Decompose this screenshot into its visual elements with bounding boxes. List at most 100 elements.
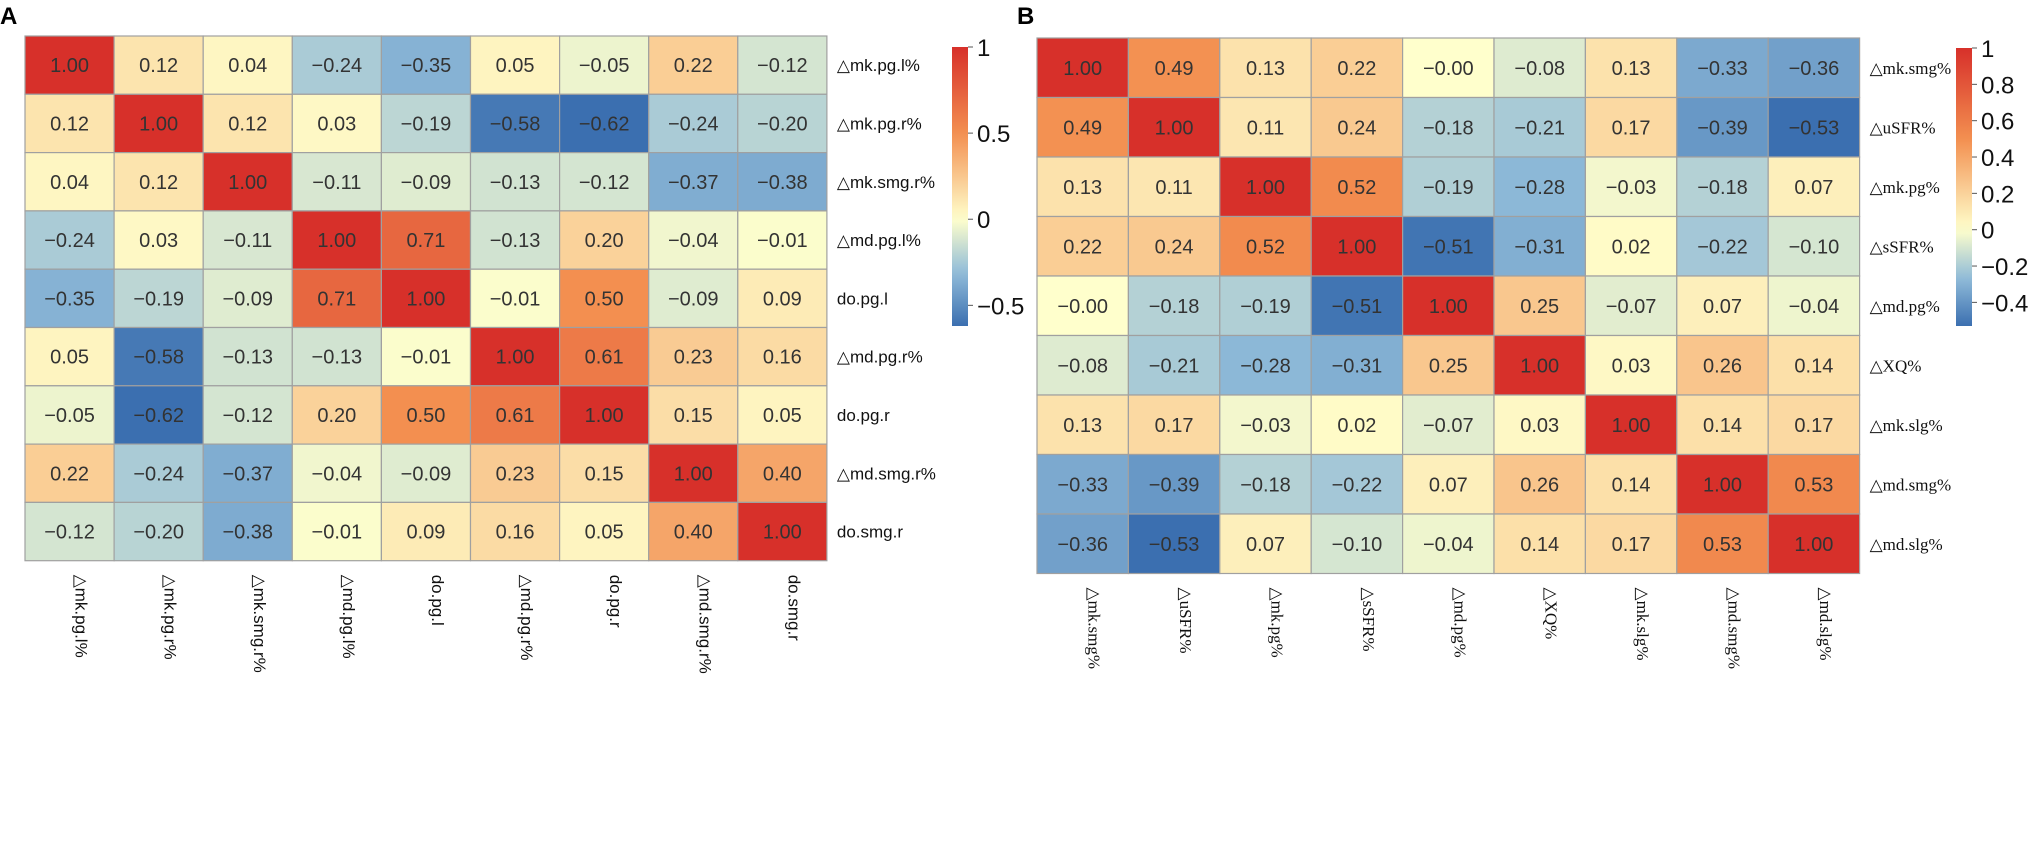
cell-value-label: 0.52 [1337,177,1376,199]
cell-value-label: 1.00 [763,522,802,544]
column-label: △mk.smg% [1085,588,1104,670]
colorbar-tick-label: 1 [1981,36,1994,63]
heatmap-cell [1584,394,1678,456]
heatmap-cell [1219,394,1312,456]
cell-value-label: −0.09 [668,288,719,310]
cell-value-label: 0.53 [1703,534,1742,556]
cell-value-label: −0.24 [668,113,719,135]
cell-value-label: −0.04 [312,463,363,485]
heatmap-cell [113,326,204,387]
heatmap-cell [1493,394,1587,456]
cell-value-label: −0.10 [1789,236,1840,258]
panel-label-b: B [1017,3,1034,30]
heatmap-cell [113,152,204,212]
cell-value-label: −0.00 [1423,58,1474,80]
cell-value-label: −0.36 [1057,534,1108,556]
heatmap-cell [202,93,293,154]
cell-value-label: −0.07 [1606,296,1657,318]
heatmap-cell [1493,513,1587,575]
cell-value-label: 1.00 [674,463,713,485]
cell-value-label: 0.12 [139,55,178,77]
heatmap-cell [1676,334,1769,396]
cell-value-label: 0.61 [496,405,535,427]
cell-value-label: 0.23 [674,347,713,369]
heatmap-cell [1767,275,1861,337]
heatmap-cell [24,268,115,329]
cell-value-label: −0.58 [133,347,184,369]
heatmap-cell [1036,334,1130,396]
cell-value-label: −0.01 [312,522,363,544]
cell-value-label: 0.05 [585,522,624,544]
cell-value-label: −0.39 [1697,117,1748,139]
heatmap-cell [469,268,561,329]
heatmap-cell [1036,215,1130,277]
column-label: △md.pg.l% [339,575,358,659]
heatmap-cell [24,501,115,562]
cell-value-label: −0.20 [757,113,808,135]
cell-value-label: 0.13 [1063,177,1102,199]
cell-value-label: 0.05 [496,55,535,77]
colorbar-tick-label: 1 [977,35,990,62]
cell-value-label: 1.00 [317,230,356,252]
column-label: △mk.pg.l% [72,575,91,658]
cell-value-label: −0.31 [1332,355,1383,377]
cell-value-label: 0.13 [1612,58,1651,80]
cell-value-label: 0.07 [1703,296,1742,318]
cell-value-label: 0.50 [406,405,445,427]
cell-value-label: 1.00 [1794,534,1833,556]
cell-value-label: 0.26 [1520,474,1559,496]
cell-value-label: 0.52 [1246,236,1285,258]
cell-value-label: 0.16 [763,347,802,369]
cell-value-label: 0.16 [496,522,535,544]
heatmap-cell [1584,275,1678,337]
cell-value-label: 0.14 [1703,415,1742,437]
row-label: △mk.pg% [1870,178,1940,197]
heatmap-cell [1767,215,1861,277]
cell-value-label: −0.18 [1149,296,1200,318]
cell-value-label: 0.17 [1612,117,1651,139]
heatmap-cell [558,385,650,445]
cell-value-label: 0.24 [1155,236,1194,258]
cell-value-label: 0.50 [585,288,624,310]
cell-value-label: −0.04 [1423,534,1474,556]
row-label: △mk.smg.r% [837,173,935,192]
heatmap-cell [1219,275,1312,337]
row-label: △mk.pg.r% [837,114,922,133]
heatmap-cell [558,93,650,154]
cell-value-label: 0.49 [1155,58,1194,80]
column-label: do.pg.l [428,575,447,626]
heatmap-cell [1676,156,1769,218]
heatmap-cell [737,268,828,329]
heatmap-cell [469,443,561,504]
column-label: △mk.pg.r% [161,575,180,660]
cell-value-label: −0.12 [579,172,630,194]
cell-value-label: −0.39 [1149,474,1200,496]
colorbar [952,47,968,326]
column-label: △md.smg.r% [695,575,714,674]
cell-value-label: 0.17 [1794,415,1833,437]
cell-value-label: −0.10 [1332,534,1383,556]
row-label: do.smg.r [837,523,903,542]
row-label: △md.smg.r% [837,464,936,483]
heatmap-cell [1676,394,1769,456]
cell-value-label: 0.40 [763,463,802,485]
cell-value-label: −0.31 [1514,236,1565,258]
colorbar-tick-label: 0 [977,207,990,234]
cell-value-label: 0.04 [50,172,89,194]
cell-value-label: 1.00 [406,288,445,310]
column-label: △md.pg% [1450,588,1469,658]
heatmap-cell [380,443,472,504]
heatmap-cell [1401,156,1495,218]
cell-value-label: −0.51 [1423,236,1474,258]
cell-value-label: 0.23 [496,463,535,485]
cell-value-label: −0.53 [1149,534,1200,556]
row-label: △md.pg% [1870,297,1940,316]
cell-value-label: −0.33 [1057,474,1108,496]
row-label: △uSFR% [1870,118,1936,137]
heatmap-cell [1676,453,1769,515]
cell-value-label: 0.12 [228,113,267,135]
cell-value-label: −0.21 [1514,117,1565,139]
heatmap-cell [291,443,382,504]
heatmap-cell [113,501,204,562]
